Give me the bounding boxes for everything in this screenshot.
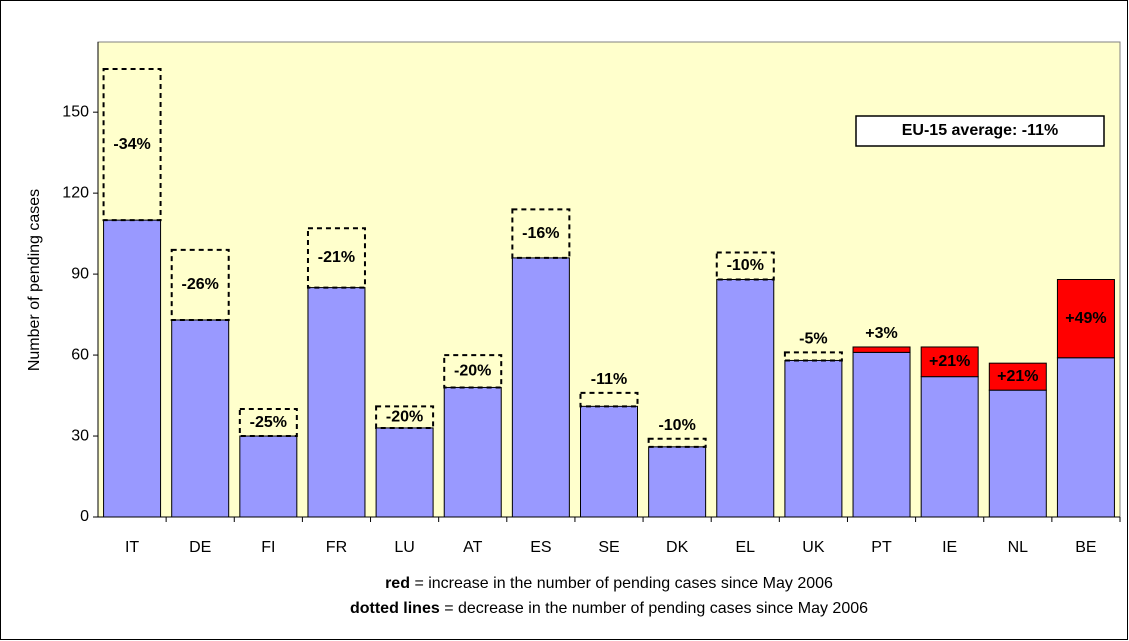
legend-key: red [385,575,410,592]
x-tick-label: AT [463,539,482,556]
change-label: -5% [799,331,827,348]
x-tick-label: FR [326,539,347,556]
change-segment [375,405,435,429]
change-segment [920,346,979,378]
bar [375,427,434,518]
change-label: -10% [727,257,764,274]
change-segment [170,248,230,321]
change-segment [238,408,298,438]
change-segment [102,67,162,222]
x-tick-label: UK [802,539,825,556]
change-segment [511,208,571,259]
change-label: -34% [113,136,150,153]
x-tick-label: NL [1008,539,1029,556]
x-tick-label: PT [871,539,892,556]
bar [580,405,638,518]
change-label: +21% [929,353,970,370]
bar [784,359,843,518]
change-segment [783,351,843,362]
bar [1056,357,1115,518]
bar [103,219,162,518]
x-tick-label: BE [1075,539,1096,556]
change-label: +49% [1065,310,1106,327]
change-label: -11% [591,371,627,388]
change-segment [988,362,1047,391]
bar [648,446,707,518]
change-segment [715,251,775,281]
bar [511,257,570,518]
legend-text: = increase in the number of pending case… [414,575,833,592]
legend-key: dotted lines [350,600,440,617]
y-tick-label: 120 [62,184,89,201]
change-label: -25% [250,414,287,431]
x-tick-label: DK [666,539,689,556]
y-tick-label: 0 [80,508,89,525]
x-tick-label: IE [942,539,957,556]
legend-line: red = increase in the number of pending … [385,575,833,592]
bar [239,435,298,518]
change-label: +21% [997,368,1038,385]
bar [171,319,230,518]
x-tick-label: IT [125,539,139,556]
y-tick-label: 60 [71,346,89,363]
change-label: -16% [522,225,559,242]
change-segment [443,354,503,389]
annotation: EU-15 average: -11% [902,122,1059,139]
bar [716,279,775,518]
change-label: -20% [454,362,491,379]
x-tick-label: SE [598,539,619,556]
x-tick-label: FI [261,539,275,556]
x-tick-label: LU [394,539,414,556]
change-label: +3% [865,325,897,342]
y-tick-label: 150 [62,103,89,120]
legend-line: dotted lines = decrease in the number of… [350,600,868,617]
x-tick-label: DE [189,539,211,556]
change-segment [647,437,707,448]
change-segment [306,227,366,289]
change-segment [579,391,639,408]
change-label: -10% [658,417,695,434]
change-label: -20% [386,408,423,425]
bar [443,386,502,518]
x-tick-label: ES [530,539,551,556]
y-tick-label: 90 [71,265,89,282]
x-tick-label: EL [735,539,755,556]
y-axis-title: Number of pending cases [26,189,43,371]
change-label: -26% [182,276,219,293]
legend-text: = decrease in the number of pending case… [444,600,868,617]
y-tick-label: 30 [71,427,89,444]
bar [852,351,911,518]
change-segment [852,346,911,353]
bar [988,389,1047,518]
annotation-box [855,115,1105,147]
bar [920,376,979,518]
change-segment [1056,279,1115,359]
bar [307,287,366,518]
change-label: -21% [318,249,355,266]
